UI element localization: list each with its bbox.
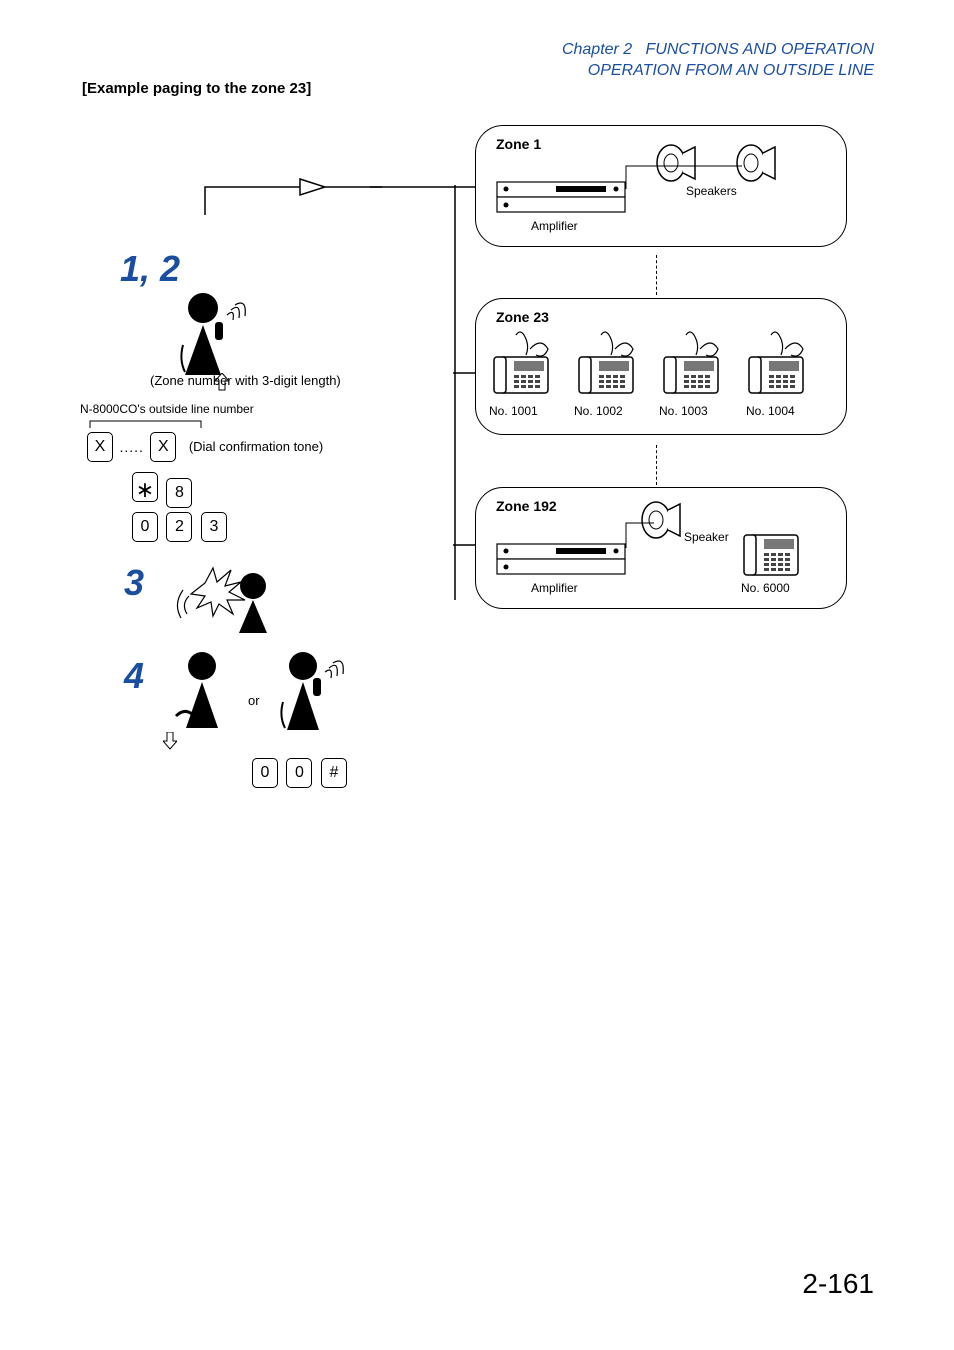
end-00hash-row: 0 0 # (250, 758, 349, 788)
step-4-label: 4 (124, 655, 144, 697)
keycap-hash: # (321, 758, 347, 788)
dots-1-23-icon (656, 255, 659, 295)
header-title: FUNCTIONS AND OPERATION (646, 41, 874, 58)
person-talking-icon (275, 650, 355, 738)
chapter-label: Chapter 2 (562, 41, 632, 58)
zone192-wire-icon (624, 518, 664, 553)
zone192-no6000: No. 6000 (741, 581, 790, 595)
zone23-no1002: No. 1002 (574, 404, 623, 418)
step-12-label: 1, 2 (120, 248, 180, 290)
branch-zone1-icon (370, 182, 480, 192)
trunk-line-icon (445, 185, 465, 600)
keycap-x: X (87, 432, 113, 462)
keycap-0: 0 (252, 758, 278, 788)
keycap-star: ∗ (132, 472, 158, 502)
or-label: or (248, 693, 260, 708)
zone1-bubble: Zone 1 Amplifier Speakers (475, 125, 847, 247)
phone-icon (741, 327, 813, 399)
paging-burst-icon (175, 558, 275, 638)
bracket-icon (88, 418, 203, 430)
key-ellipsis: ..... (119, 439, 143, 455)
star-8-row: ∗ 8 (130, 472, 194, 508)
trunk-start-icon (322, 182, 382, 192)
page-header: Chapter 2 FUNCTIONS AND OPERATION OPERAT… (562, 40, 874, 82)
person-talking-icon (175, 290, 255, 380)
outside-line-label: N-8000CO's outside line number (80, 402, 254, 416)
keycap-0: 0 (286, 758, 312, 788)
zone23-no1003: No. 1003 (659, 404, 708, 418)
zone192-bubble: Zone 192 Amplifier Speaker (475, 487, 847, 609)
zone1-title: Zone 1 (496, 136, 541, 152)
keycap-x: X (150, 432, 176, 462)
person-hangup-icon (170, 650, 240, 735)
step-3-label: 3 (124, 562, 144, 604)
zone-number-note: (Zone number with 3-digit length) (150, 373, 341, 388)
amplifier-icon (496, 181, 626, 216)
zone1-amp-label: Amplifier (531, 219, 578, 233)
zone192-speaker-label: Speaker (684, 530, 729, 544)
zone23-no1004: No. 1004 (746, 404, 795, 418)
dial-tone-note: (Dial confirmation tone) (189, 439, 323, 454)
phone-icon (571, 327, 643, 399)
zone192-title: Zone 192 (496, 498, 557, 514)
dial-keys-row: X ..... X (Dial confirmation tone) (85, 432, 323, 462)
keycap-8: 8 (166, 478, 192, 508)
header-subtitle: OPERATION FROM AN OUTSIDE LINE (588, 62, 874, 79)
zone23-title: Zone 23 (496, 309, 549, 325)
phone-icon (656, 327, 728, 399)
zone23-no1001: No. 1001 (489, 404, 538, 418)
keycap-0: 0 (132, 512, 158, 542)
page: Chapter 2 FUNCTIONS AND OPERATION OPERAT… (0, 0, 954, 1350)
phone-icon (486, 327, 558, 399)
zone-023-row: 0 2 3 (130, 512, 229, 542)
amplifier-icon (496, 543, 626, 578)
arrow-broadcast-icon (195, 175, 325, 220)
page-number: 2-161 (802, 1268, 874, 1300)
down-arrow-icon (163, 732, 177, 750)
zone1-wire-icon (624, 161, 744, 191)
keycap-2: 2 (166, 512, 192, 542)
phone-icon (736, 513, 808, 581)
section-title: [Example paging to the zone 23] (82, 80, 311, 97)
dots-23-192-icon (656, 445, 659, 485)
zone192-amp-label: Amplifier (531, 581, 578, 595)
zone23-bubble: Zone 23 (475, 298, 847, 435)
keycap-3: 3 (201, 512, 227, 542)
